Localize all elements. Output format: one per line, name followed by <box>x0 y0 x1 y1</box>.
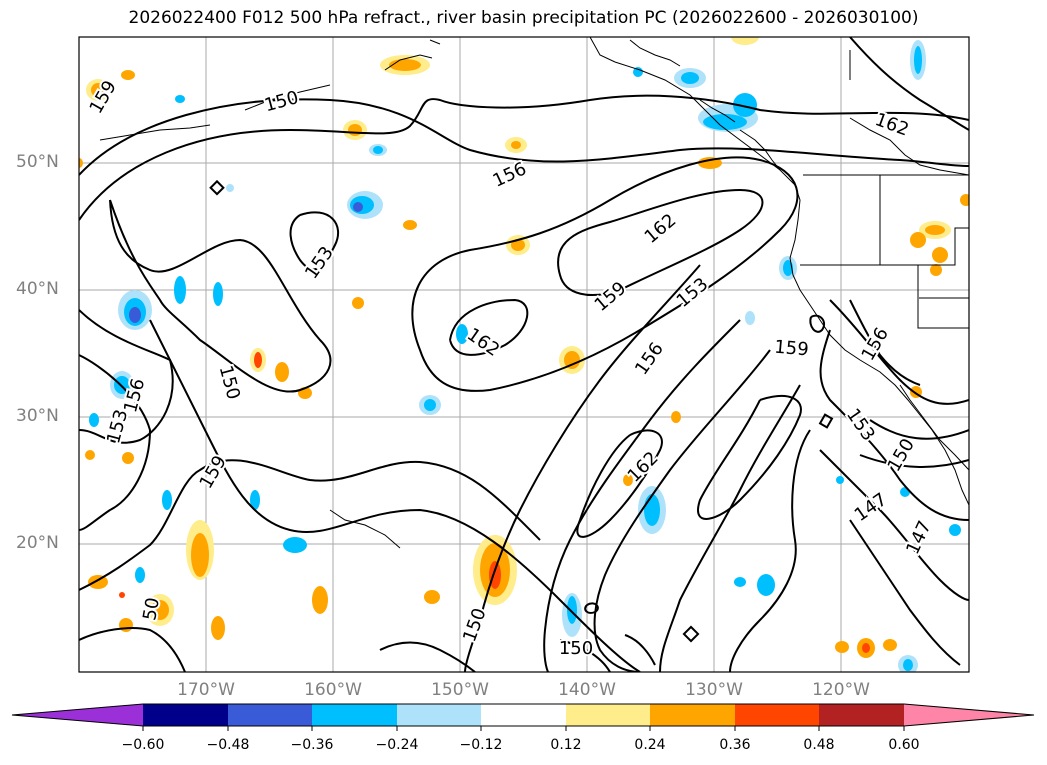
height-contours <box>79 37 969 672</box>
colorbar-tick-label: 0.36 <box>719 737 751 753</box>
small-contour-cells <box>209 179 834 666</box>
contour-label: 50 <box>139 596 164 622</box>
lat-label-20n: 20°N <box>16 533 59 553</box>
lon-label-170w: 170°W <box>177 680 235 700</box>
lon-label-130w: 130°W <box>685 680 743 700</box>
colorbar-tick-label: −0.24 <box>375 737 419 753</box>
colorbar-tick-label: −0.12 <box>459 737 503 753</box>
colorbar-tick-label: −0.48 <box>206 737 250 753</box>
colorbar <box>11 703 1035 731</box>
map-frame <box>78 36 970 673</box>
lon-label-160w: 160°W <box>304 680 362 700</box>
lat-label-30n: 30°N <box>16 406 59 426</box>
lon-label-120w: 120°W <box>812 680 870 700</box>
colorbar-tick-label: 0.48 <box>803 737 835 753</box>
colorbar-tick-label: 0.60 <box>888 737 920 753</box>
colorbar-tick-label: 0.24 <box>634 737 666 753</box>
lat-label-40n: 40°N <box>16 279 59 299</box>
gridlines <box>79 37 969 672</box>
contour-label: 150 <box>559 638 593 659</box>
colorbar-tick-label: −0.60 <box>121 737 165 753</box>
map-title: 2026022400 F012 500 hPa refract., river … <box>128 8 919 28</box>
contour-label: 159 <box>773 337 809 361</box>
colorbar-tick-label: −0.36 <box>290 737 334 753</box>
lon-label-140w: 140°W <box>558 680 616 700</box>
colorbar-tick-label: 0.12 <box>550 737 582 753</box>
lat-label-50n: 50°N <box>16 152 59 172</box>
lon-label-150w: 150°W <box>431 680 489 700</box>
